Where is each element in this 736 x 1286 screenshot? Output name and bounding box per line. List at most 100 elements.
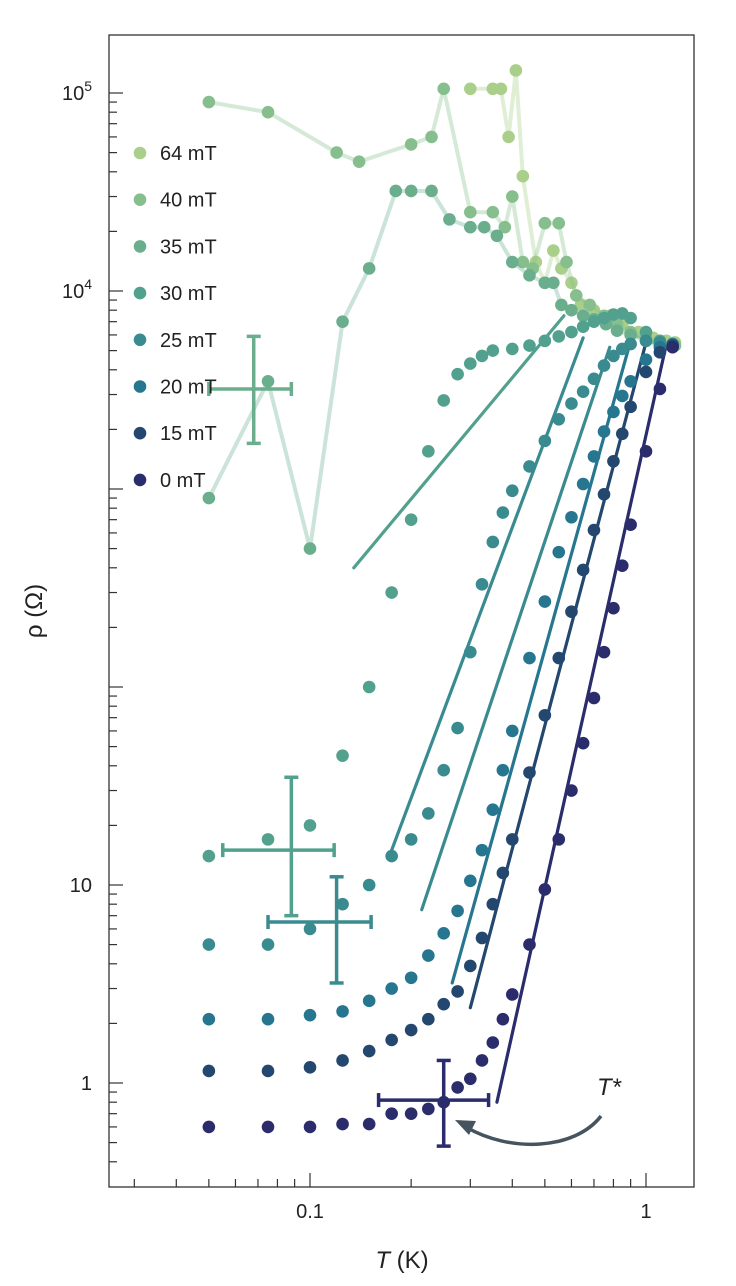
x-axis-symbol: T xyxy=(375,1247,392,1274)
data-point xyxy=(451,721,464,735)
data-point xyxy=(437,763,451,777)
data-point xyxy=(362,680,376,694)
data-point xyxy=(496,1012,510,1026)
data-point xyxy=(538,334,552,348)
data-point xyxy=(385,586,398,599)
data-point xyxy=(587,315,601,328)
data-point xyxy=(303,1120,317,1134)
legend-marker xyxy=(133,473,147,487)
y-tick-label: 1 xyxy=(81,1073,92,1095)
data-point xyxy=(597,645,611,659)
series-0-mt xyxy=(202,340,679,1134)
data-point xyxy=(404,184,418,198)
data-point xyxy=(464,357,477,370)
data-point xyxy=(597,425,611,438)
data-point xyxy=(565,605,578,619)
data-point xyxy=(607,601,620,615)
x-tick-label: 1 xyxy=(640,1201,651,1223)
y-tick-base: 10 xyxy=(62,83,84,105)
data-point xyxy=(486,1036,500,1049)
data-point xyxy=(498,220,512,234)
data-point xyxy=(303,922,317,936)
data-point xyxy=(385,849,398,863)
data-point xyxy=(464,82,477,96)
data-point xyxy=(352,155,366,168)
data-point xyxy=(624,328,637,342)
data-point xyxy=(451,1081,464,1094)
data-point xyxy=(565,276,578,290)
data-point xyxy=(666,340,679,354)
data-point xyxy=(587,691,601,705)
data-point xyxy=(576,385,590,399)
data-point xyxy=(583,298,597,312)
data-point xyxy=(653,346,667,359)
data-point xyxy=(639,365,653,379)
data-point xyxy=(538,595,552,608)
data-point xyxy=(486,803,500,817)
y-tick-base: 10 xyxy=(62,281,84,303)
data-point xyxy=(502,130,515,144)
data-point xyxy=(615,559,629,572)
data-point xyxy=(261,374,275,388)
data-point xyxy=(464,645,477,659)
data-point xyxy=(653,382,667,396)
error-bars xyxy=(207,334,491,1148)
legend-marker xyxy=(133,193,147,206)
data-point xyxy=(490,229,504,243)
data-point xyxy=(538,883,552,896)
data-point xyxy=(509,64,523,77)
data-point xyxy=(475,1054,489,1067)
data-point xyxy=(576,736,590,750)
data-point xyxy=(565,510,578,524)
data-point xyxy=(389,184,403,198)
data-point xyxy=(202,938,216,951)
data-point xyxy=(422,949,435,962)
data-point xyxy=(451,985,464,998)
data-point xyxy=(404,971,418,985)
data-point xyxy=(624,400,637,414)
data-point xyxy=(404,513,418,526)
data-point xyxy=(505,833,519,846)
data-point xyxy=(422,807,435,820)
data-point xyxy=(560,255,573,269)
data-point xyxy=(565,784,578,797)
data-point xyxy=(607,349,620,363)
fit-line xyxy=(390,336,585,852)
x-tick-label: 0.1 xyxy=(296,1201,324,1223)
legend-label: 25 mT xyxy=(160,330,217,352)
data-point xyxy=(552,412,566,426)
data-point xyxy=(615,389,629,403)
data-point xyxy=(404,1023,418,1037)
data-point xyxy=(404,138,418,151)
series-line xyxy=(470,68,676,345)
t-star-label: T* xyxy=(597,1074,622,1101)
y-tick-label: 104 xyxy=(62,276,92,303)
data-point xyxy=(425,184,438,198)
data-point xyxy=(494,82,508,96)
data-point xyxy=(587,523,601,537)
data-point xyxy=(624,311,637,325)
legend-marker xyxy=(133,380,147,393)
data-point xyxy=(336,1117,349,1131)
series-15-mt xyxy=(202,339,679,1078)
series-25-mt xyxy=(202,334,679,951)
data-point xyxy=(505,255,519,269)
data-series xyxy=(202,64,682,1134)
data-point xyxy=(464,959,477,973)
fit-lines xyxy=(352,314,668,1104)
data-point xyxy=(624,337,637,351)
data-point xyxy=(576,563,590,577)
data-point xyxy=(362,1044,376,1058)
legend-marker xyxy=(133,240,147,253)
t-star-arrow xyxy=(465,1114,603,1147)
data-point xyxy=(261,833,275,846)
data-point xyxy=(552,216,566,230)
data-point xyxy=(336,1054,349,1067)
data-point xyxy=(565,325,578,339)
legend-label: 0 mT xyxy=(160,470,206,492)
data-point xyxy=(336,897,349,911)
data-point xyxy=(261,105,275,119)
data-point xyxy=(261,1120,275,1134)
legend-label: 30 mT xyxy=(160,283,217,305)
y-tick-exponent: 4 xyxy=(84,276,92,292)
